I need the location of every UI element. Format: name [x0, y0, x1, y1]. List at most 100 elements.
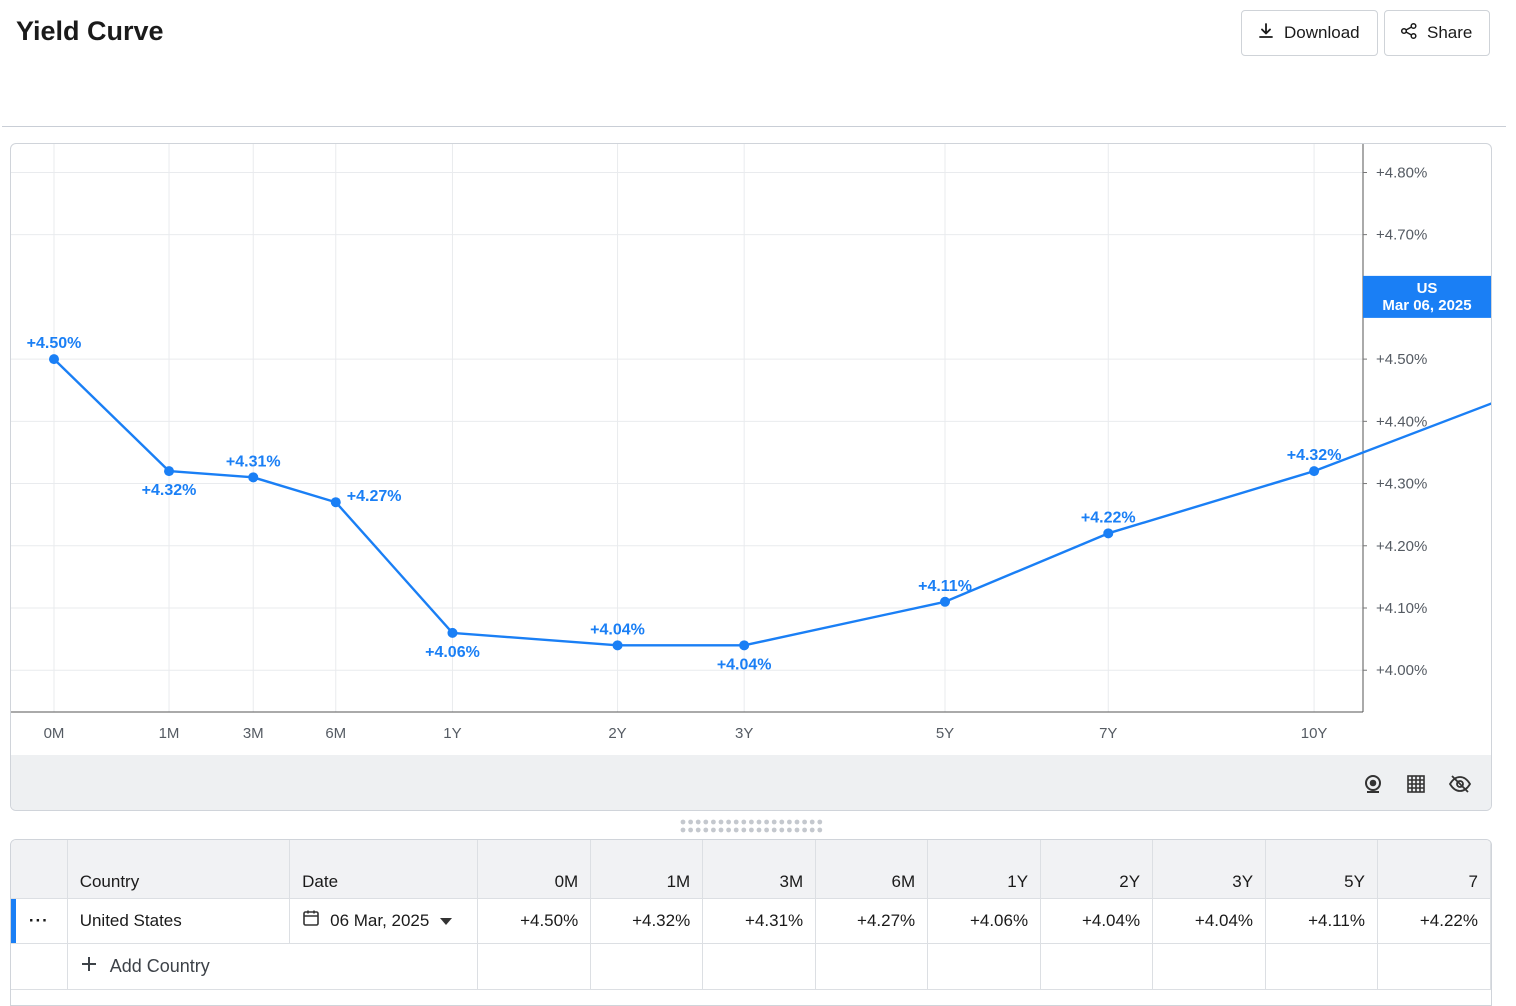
column-header-date[interactable]: Date [289, 840, 479, 899]
grip-dot [749, 819, 754, 825]
data-point[interactable] [248, 472, 259, 483]
chart-toolbar [11, 755, 1491, 810]
grip-dot [733, 819, 739, 825]
grip-dot [787, 819, 792, 825]
chevron-down-icon [439, 911, 453, 931]
x-tick-label: 3M [243, 725, 264, 742]
grip-dot [695, 819, 701, 825]
yield-table: Country Date 0M 1M 3M 6M 1Y 2Y 3Y 5Y 7 ·… [10, 839, 1492, 1006]
row-color-marker [11, 898, 16, 942]
date-value: 06 Mar, 2025 [330, 910, 430, 930]
eye-off-icon[interactable] [1448, 772, 1472, 796]
x-tick-label: 5Y [936, 725, 954, 742]
table-row[interactable]: ··· United States 06 Mar, 2025 +4.50% [11, 898, 1491, 944]
download-icon [1257, 22, 1275, 45]
grid-icon[interactable] [1404, 772, 1428, 796]
add-country-button[interactable]: Add Country [80, 955, 466, 978]
country-cell: United States [67, 898, 291, 944]
column-header-7y[interactable]: 7 [1377, 840, 1491, 899]
plus-icon [80, 955, 98, 978]
grip-dot [711, 827, 716, 833]
share-label: Share [1427, 23, 1473, 42]
column-header-1y[interactable]: 1Y [927, 840, 1042, 899]
grip-dot [809, 819, 815, 825]
grip-dot [733, 827, 739, 833]
column-header-country[interactable]: Country [67, 840, 291, 899]
grip-dot [680, 819, 686, 825]
download-button[interactable]: Download [1241, 10, 1378, 56]
row-options-icon: ··· [28, 910, 49, 930]
y-tick-label: +4.10% [1376, 600, 1427, 617]
yield-cell-1y: +4.06% [927, 898, 1042, 944]
yield-cell-1m: +4.32% [590, 898, 704, 944]
data-label: +4.32% [1287, 447, 1342, 464]
data-point[interactable] [1103, 528, 1114, 539]
yield-curve-chart[interactable]: 0M1M3M6M1Y2Y3Y5Y7Y10Y20Y30Y+4.80%+4.70%+… [11, 144, 1492, 755]
yield-cell-7y: +4.22% [1377, 898, 1491, 944]
grip-dot [703, 819, 709, 825]
grip-dot [764, 819, 769, 825]
column-header-3y[interactable]: 3Y [1152, 840, 1267, 899]
y-tick-label: +4.00% [1376, 662, 1427, 679]
column-header-5y[interactable]: 5Y [1265, 840, 1378, 899]
data-point[interactable] [330, 497, 341, 508]
column-header-3m[interactable]: 3M [702, 840, 817, 899]
date-picker[interactable]: 06 Mar, 2025 [289, 898, 479, 944]
yield-cell-2y: +4.04% [1040, 898, 1154, 944]
grip-dot [771, 819, 777, 825]
chart-panel: 0M1M3M6M1Y2Y3Y5Y7Y10Y20Y30Y+4.80%+4.70%+… [10, 143, 1492, 811]
grip-dot [802, 827, 807, 833]
grip-dot [817, 827, 823, 833]
badge-date: Mar 06, 2025 [1382, 297, 1471, 314]
grip-dot [764, 827, 769, 833]
grip-dot [794, 819, 800, 825]
data-label: +4.31% [226, 453, 281, 470]
grip-dot [779, 819, 785, 825]
x-tick-label: 1Y [443, 725, 461, 742]
x-tick-label: 2Y [608, 725, 626, 742]
data-point[interactable] [739, 640, 750, 651]
column-header-0m[interactable]: 0M [477, 840, 592, 899]
column-header-6m[interactable]: 6M [815, 840, 929, 899]
data-point[interactable] [164, 466, 175, 477]
grip-dot [718, 819, 724, 825]
grip-dot [787, 827, 792, 833]
row-options-button[interactable]: ··· [11, 898, 68, 944]
share-icon [1400, 22, 1418, 45]
data-point[interactable] [1309, 466, 1320, 477]
add-country-row: Add Country [11, 943, 1491, 990]
data-label: +4.32% [142, 482, 197, 499]
marker-icon[interactable] [1361, 772, 1385, 796]
data-point[interactable] [447, 627, 458, 638]
grip-dot [756, 827, 762, 833]
yield-cell-0m: +4.50% [477, 898, 592, 944]
grip-dot [726, 827, 731, 833]
data-point[interactable] [940, 596, 951, 607]
grip-dot [703, 827, 709, 833]
grip-dot [802, 819, 807, 825]
data-label: +4.06% [425, 644, 480, 661]
data-label: +4.04% [717, 656, 772, 673]
data-point[interactable] [49, 354, 59, 365]
yield-cell-6m: +4.27% [815, 898, 929, 944]
column-header-1m[interactable]: 1M [590, 840, 704, 899]
current-value-badge [1363, 275, 1491, 318]
panel-resize-handle[interactable] [679, 818, 825, 834]
data-point[interactable] [612, 640, 623, 651]
grip-dot [771, 827, 777, 833]
y-tick-label: +4.40% [1376, 413, 1427, 430]
grip-dot [817, 819, 823, 825]
y-tick-label: +4.20% [1376, 538, 1427, 555]
data-label: +4.04% [590, 621, 645, 638]
grip-dot [741, 827, 747, 833]
grip-dot [741, 819, 747, 825]
column-header-2y[interactable]: 2Y [1040, 840, 1154, 899]
share-button[interactable]: Share [1384, 10, 1490, 56]
table-header-row: Country Date 0M 1M 3M 6M 1Y 2Y 3Y 5Y 7 [11, 840, 1491, 899]
y-tick-label: +4.80% [1376, 164, 1427, 181]
download-label: Download [1284, 23, 1360, 42]
y-tick-label: +4.30% [1376, 476, 1427, 493]
x-tick-label: 1M [159, 725, 180, 742]
grip-dot [756, 819, 762, 825]
x-tick-label: 6M [325, 725, 346, 742]
